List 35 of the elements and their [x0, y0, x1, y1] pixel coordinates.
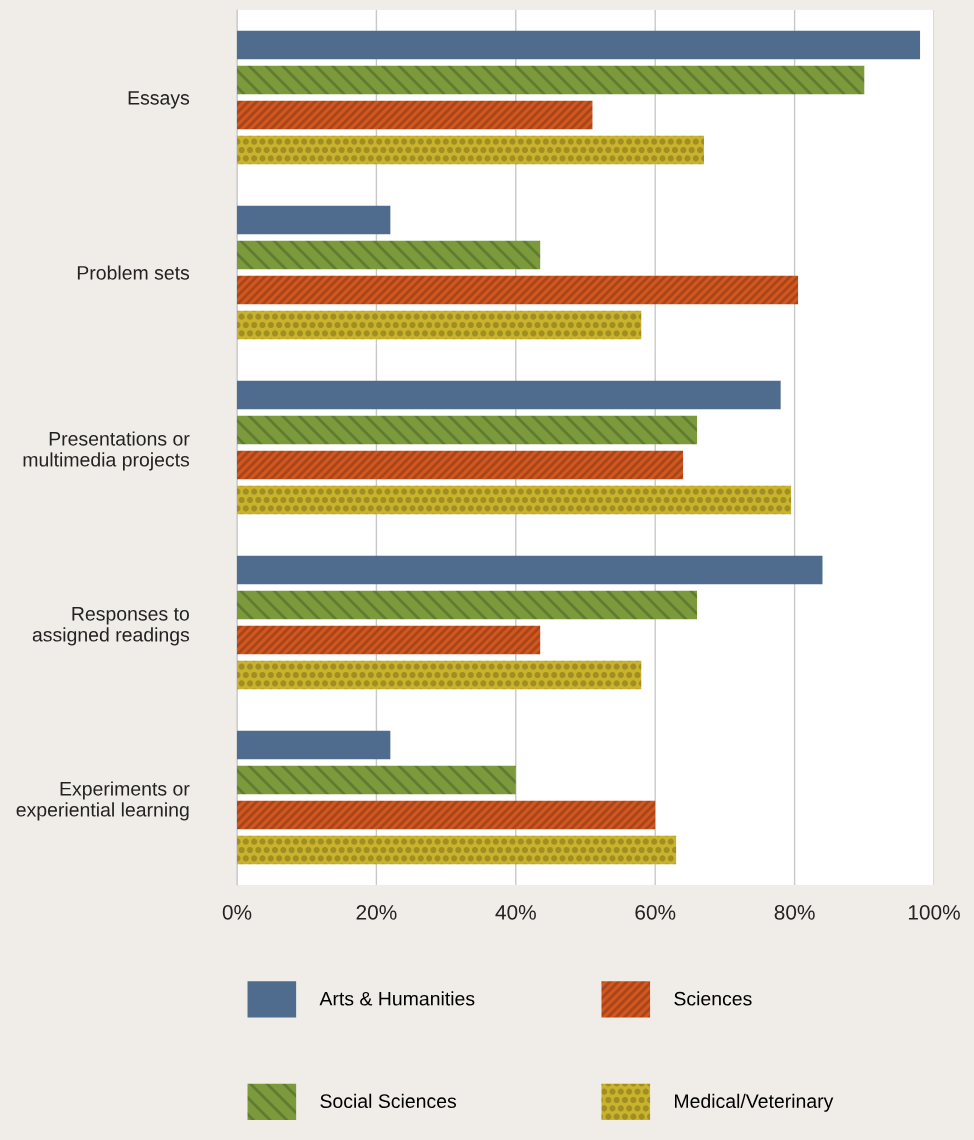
bar [237, 660, 642, 690]
y-tick-label: Presentations or multimedia projects [23, 431, 190, 471]
bar [237, 205, 391, 235]
bar [237, 555, 823, 585]
legend-label: Arts & Humanities [319, 991, 475, 1006]
bar [237, 730, 391, 760]
legend-label: Medical/Veterinary [675, 1093, 834, 1112]
legend-label: Social Sciences [320, 1093, 457, 1109]
bar [237, 800, 656, 830]
legend-label: Sciences [674, 991, 752, 1006]
bar [237, 275, 799, 305]
bar [237, 835, 677, 865]
bar [237, 415, 698, 445]
bar [237, 625, 541, 655]
x-tick-label: 40% [495, 904, 536, 920]
x-tick-label: 80% [774, 904, 815, 920]
y-tick-label: Problem sets [77, 265, 190, 280]
x-tick-label: 20% [356, 904, 397, 920]
x-tick-label: 100% [908, 904, 960, 920]
y-tick-label: Essays [128, 91, 190, 109]
bar [237, 135, 704, 165]
bar [237, 485, 792, 515]
bar [237, 590, 698, 620]
bar [237, 450, 684, 480]
bar [237, 100, 593, 130]
bar [237, 65, 865, 95]
x-tick-label: 60% [635, 904, 676, 920]
bar [237, 240, 541, 270]
x-tick-label: 0% [222, 904, 252, 920]
bar [237, 310, 642, 340]
y-tick-label: Responses to assigned readings [32, 607, 190, 646]
bar [237, 380, 781, 410]
bar [237, 30, 921, 60]
y-tick-label: Experiments or experiential learning [16, 781, 190, 821]
bar [237, 765, 516, 795]
